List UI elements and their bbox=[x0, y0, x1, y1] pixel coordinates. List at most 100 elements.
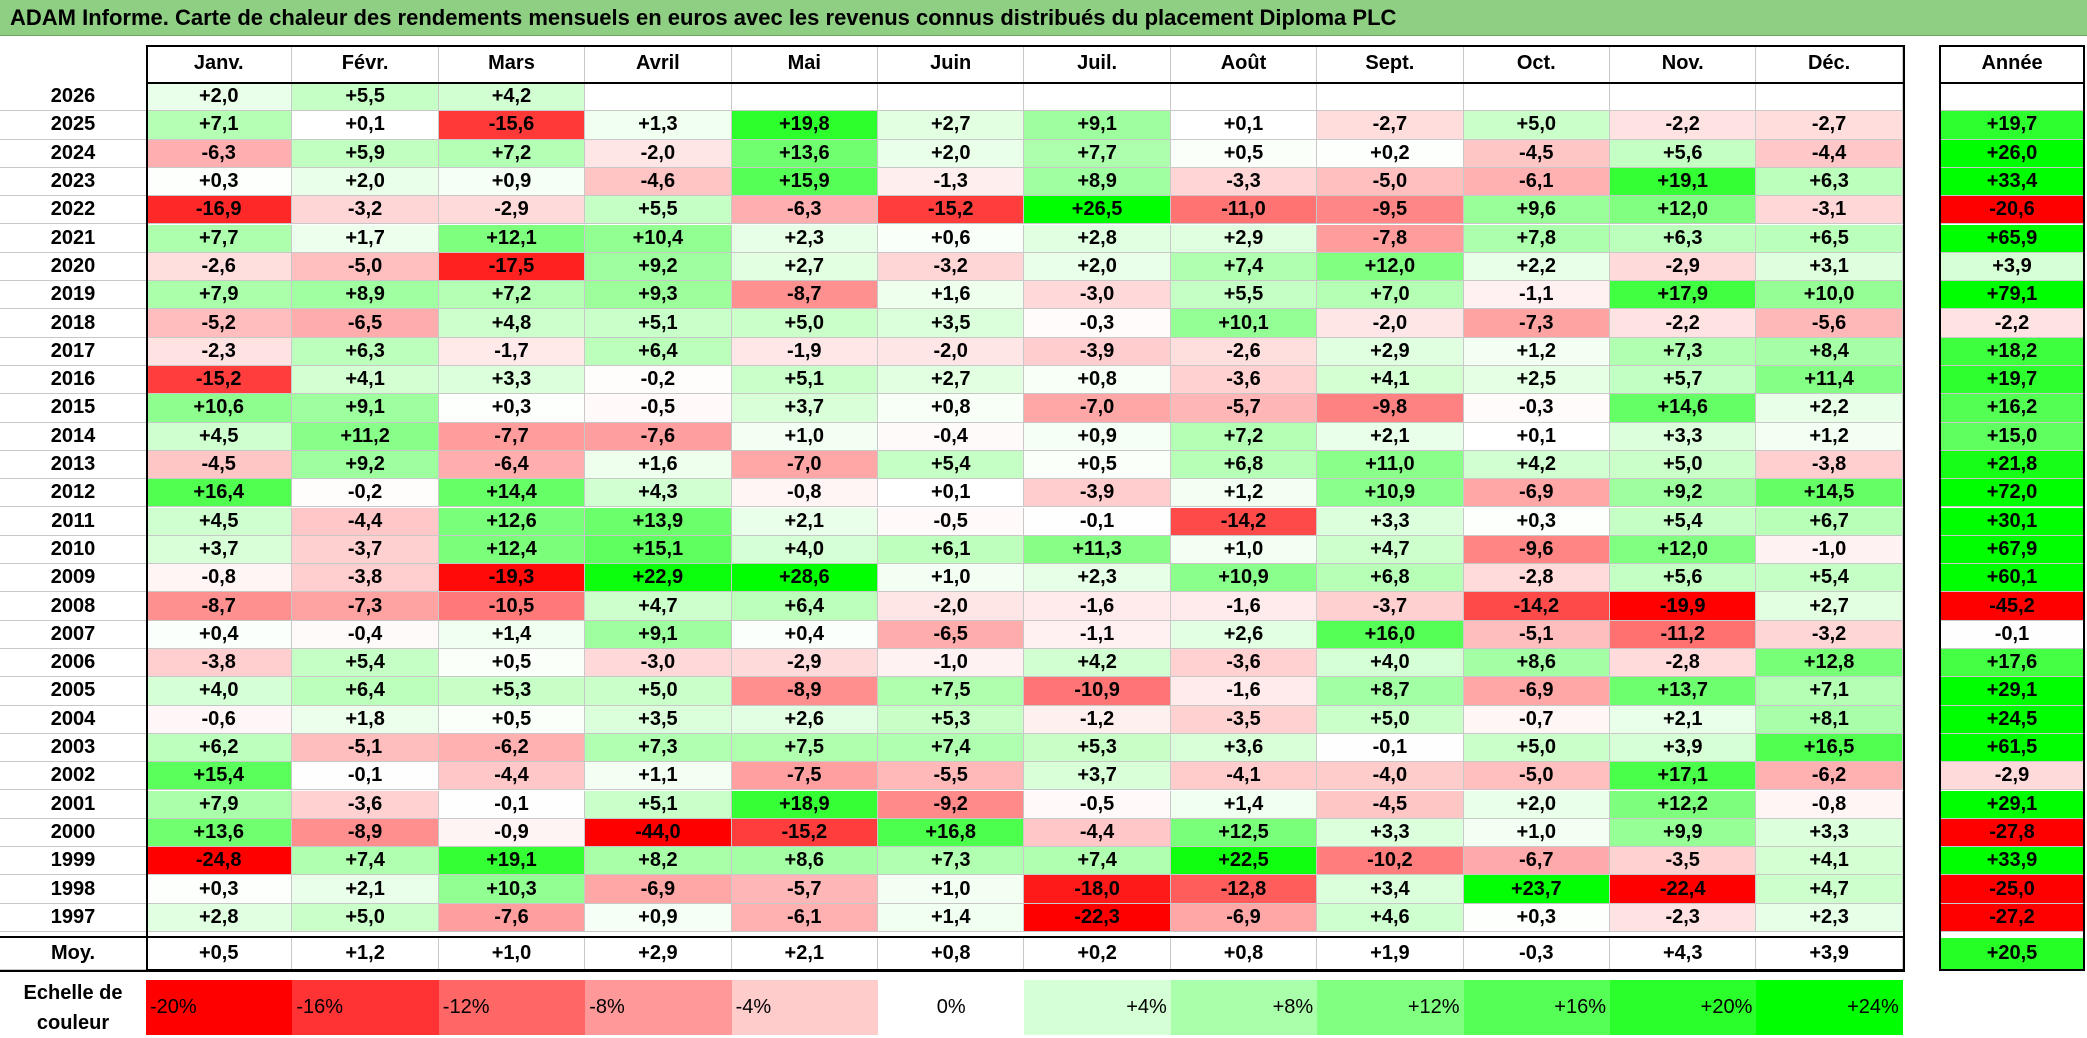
heatmap-cell: +14,6 bbox=[1610, 394, 1757, 423]
heatmap-cell: +10,6 bbox=[146, 394, 293, 423]
heatmap-cell: +4,7 bbox=[1756, 875, 1903, 904]
heatmap-cell: -5,7 bbox=[731, 875, 878, 904]
heatmap-cell: +11,3 bbox=[1024, 535, 1171, 565]
annual-cell: -45,2 bbox=[1939, 592, 2085, 621]
heatmap-cell: +0,4 bbox=[146, 620, 293, 649]
heatmap-cell: -7,0 bbox=[1024, 394, 1171, 423]
heatmap-cell: -2,7 bbox=[1317, 111, 1464, 140]
annual-cell: +19,7 bbox=[1939, 111, 2085, 140]
heatmap-cell: -2,9 bbox=[1610, 252, 1757, 282]
heatmap-cell: +2,8 bbox=[146, 903, 293, 932]
heatmap-cell: +6,1 bbox=[878, 535, 1025, 565]
color-scale-stop: +4% bbox=[1024, 980, 1171, 1035]
heatmap-cell: +0,3 bbox=[146, 167, 293, 197]
heatmap-cell: -7,7 bbox=[438, 422, 586, 451]
row-year-label: 2020 bbox=[0, 252, 146, 282]
annual-cell: +29,1 bbox=[1939, 677, 2085, 706]
heatmap-cell: +4,1 bbox=[1756, 847, 1903, 876]
heatmap-cell: +10,9 bbox=[1170, 564, 1318, 593]
heatmap-cell: +5,5 bbox=[585, 196, 732, 225]
heatmap-cell: +15,9 bbox=[731, 167, 878, 197]
color-scale-stop: -12% bbox=[438, 980, 586, 1035]
heatmap-cell: -0,4 bbox=[292, 620, 439, 649]
heatmap-cell: -2,8 bbox=[1463, 564, 1610, 593]
heatmap-cell: +6,8 bbox=[1170, 450, 1318, 480]
heatmap-cell: -0,3 bbox=[1024, 309, 1171, 338]
heatmap-cell: +2,1 bbox=[1317, 422, 1464, 451]
heatmap-cell: -6,1 bbox=[731, 903, 878, 932]
average-cell: +3,9 bbox=[1756, 938, 1903, 970]
heatmap-cell: -5,0 bbox=[292, 252, 439, 282]
heatmap-cell: +13,6 bbox=[146, 818, 293, 848]
heatmap-cell: +9,1 bbox=[585, 620, 732, 649]
heatmap-cell: +8,9 bbox=[1024, 167, 1171, 197]
heatmap-cell: -1,0 bbox=[1756, 535, 1903, 565]
heatmap-cell: +4,2 bbox=[1024, 649, 1171, 678]
heatmap-cell: +0,5 bbox=[438, 705, 586, 734]
heatmap-cell: -2,6 bbox=[1170, 337, 1318, 366]
color-scale-stop: -8% bbox=[585, 980, 732, 1035]
month-header: Août bbox=[1170, 45, 1318, 83]
heatmap-cell: +5,6 bbox=[1610, 139, 1757, 168]
heatmap-cell: +2,0 bbox=[146, 83, 293, 112]
heatmap-cell: -10,2 bbox=[1317, 847, 1464, 876]
heatmap-cell: +5,3 bbox=[1024, 733, 1171, 763]
heatmap-cell: +2,0 bbox=[1024, 252, 1171, 282]
annual-cell: +19,7 bbox=[1939, 366, 2085, 395]
heatmap-cell: -4,4 bbox=[1756, 139, 1903, 168]
heatmap-cell: -1,7 bbox=[438, 337, 586, 366]
row-year-label: 2019 bbox=[0, 281, 146, 310]
annual-cell: -27,2 bbox=[1939, 903, 2085, 932]
heatmap-cell: -9,8 bbox=[1317, 394, 1464, 423]
heatmap-cell: +6,3 bbox=[1610, 224, 1757, 253]
heatmap-cell: +8,7 bbox=[1317, 677, 1464, 706]
heatmap-cell bbox=[878, 83, 1025, 112]
heatmap-cell: -8,7 bbox=[146, 592, 293, 621]
heatmap-cell bbox=[1024, 83, 1171, 112]
heatmap-cell: +3,6 bbox=[1170, 733, 1318, 763]
heatmap-cell: +4,7 bbox=[1317, 535, 1464, 565]
heatmap-cell: -3,1 bbox=[1756, 196, 1903, 225]
heatmap-cell: +1,0 bbox=[878, 875, 1025, 904]
heatmap-cell: -24,8 bbox=[146, 847, 293, 876]
heatmap-cell: -11,0 bbox=[1170, 196, 1318, 225]
heatmap-cell: +4,6 bbox=[1317, 903, 1464, 932]
color-scale-stop: 0% bbox=[878, 980, 1025, 1035]
heatmap-cell: +0,9 bbox=[438, 167, 586, 197]
heatmap-cell: +7,3 bbox=[585, 733, 732, 763]
heatmap-cell: +7,0 bbox=[1317, 281, 1464, 310]
heatmap-cell: +7,4 bbox=[1170, 252, 1318, 282]
heatmap-cell bbox=[585, 83, 732, 112]
heatmap-cell: -5,7 bbox=[1170, 394, 1318, 423]
heatmap-cell: -2,0 bbox=[585, 139, 732, 168]
heatmap-cell: +13,9 bbox=[585, 507, 732, 536]
row-year-label: 2013 bbox=[0, 450, 146, 480]
heatmap-cell: +8,6 bbox=[731, 847, 878, 876]
heatmap-cell: -3,6 bbox=[1170, 366, 1318, 395]
heatmap-cell: -3,2 bbox=[878, 252, 1025, 282]
heatmap-cell: -1,6 bbox=[1024, 592, 1171, 621]
average-cell: +0,8 bbox=[878, 938, 1025, 970]
heatmap-cell: -2,7 bbox=[1756, 111, 1903, 140]
heatmap-cell: +6,4 bbox=[292, 677, 439, 706]
heatmap-cell: -7,3 bbox=[1463, 309, 1610, 338]
heatmap-cell: +13,7 bbox=[1610, 677, 1757, 706]
color-scale-stop: +16% bbox=[1463, 980, 1610, 1035]
heatmap-cell: -4,4 bbox=[292, 507, 439, 536]
heatmap-cell: -7,6 bbox=[438, 903, 586, 932]
month-header: Oct. bbox=[1463, 45, 1610, 83]
annual-cell: -0,1 bbox=[1939, 620, 2085, 649]
heatmap-cell: -3,7 bbox=[1317, 592, 1464, 621]
heatmap-cell: -0,1 bbox=[1024, 507, 1171, 536]
heatmap-cell: +2,1 bbox=[1610, 705, 1757, 734]
heatmap-cell: +4,3 bbox=[585, 479, 732, 508]
heatmap-cell: +15,4 bbox=[146, 762, 293, 791]
heatmap-cell: +0,3 bbox=[146, 875, 293, 904]
heatmap-cell: -5,1 bbox=[1463, 620, 1610, 649]
heatmap-cell: -9,2 bbox=[878, 790, 1025, 819]
heatmap-cell: +9,2 bbox=[585, 252, 732, 282]
heatmap-cell: +2,0 bbox=[292, 167, 439, 197]
heatmap-cell: -1,0 bbox=[878, 649, 1025, 678]
heatmap-cell: -5,0 bbox=[1463, 762, 1610, 791]
heatmap-cell: +0,1 bbox=[1170, 111, 1318, 140]
